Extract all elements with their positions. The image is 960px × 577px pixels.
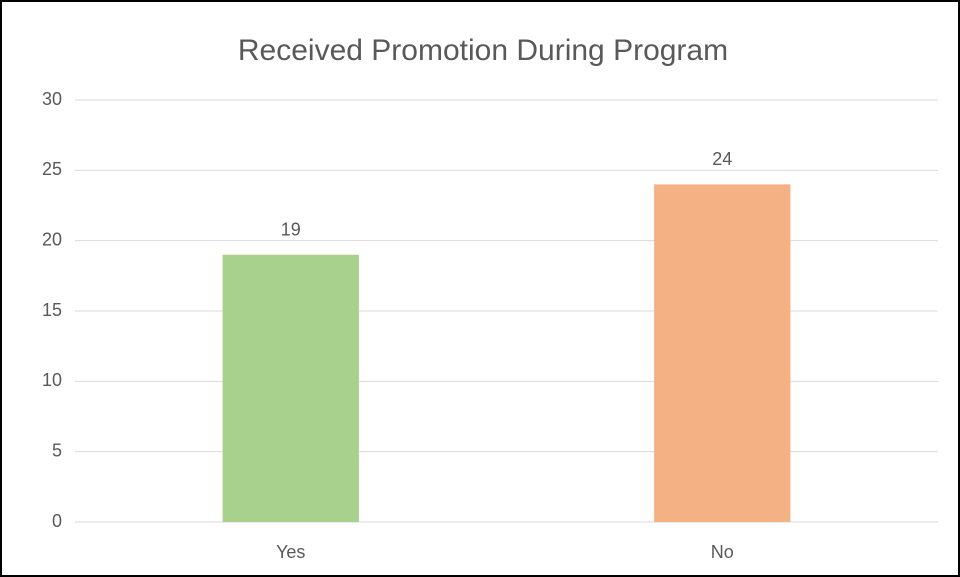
y-tick-label: 0 [52,511,62,531]
y-tick-label: 20 [42,229,62,249]
data-label: 24 [712,149,732,169]
x-tick-label: Yes [276,542,305,562]
x-tick-label: No [711,542,734,562]
bar [654,184,791,522]
data-label: 19 [281,219,301,239]
y-tick-label: 10 [42,370,62,390]
bar [222,254,359,522]
chart-title: Received Promotion During Program [238,34,728,67]
y-tick-label: 30 [42,89,62,109]
y-tick-label: 5 [52,440,62,460]
y-tick-label: 25 [42,159,62,179]
y-tick-label: 15 [42,300,62,320]
